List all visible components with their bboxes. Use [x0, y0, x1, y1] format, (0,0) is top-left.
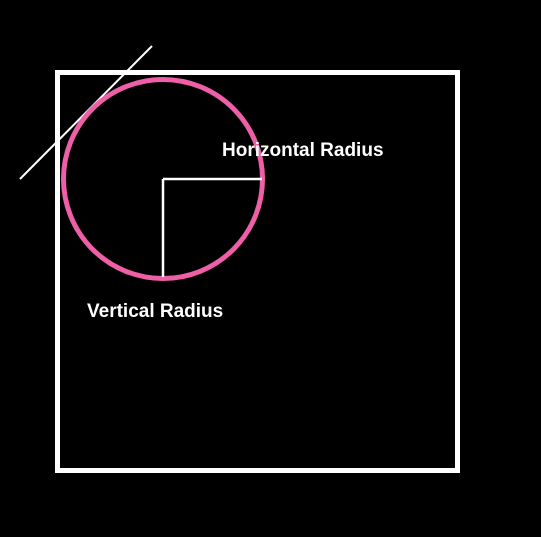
outer-box: [55, 70, 460, 473]
horizontal-radius-label: Horizontal Radius: [222, 140, 384, 161]
corner-radius-circle: [61, 77, 265, 281]
vertical-radius-label: Vertical Radius: [87, 301, 223, 322]
